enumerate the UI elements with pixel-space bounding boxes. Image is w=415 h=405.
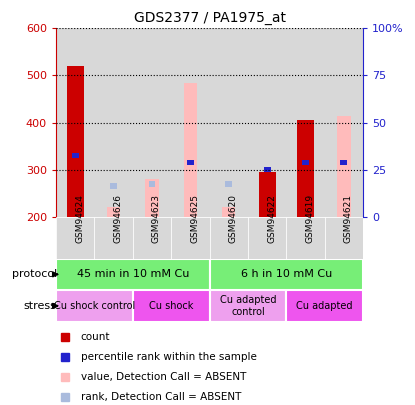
Bar [107, 207, 120, 217]
Bar [149, 181, 156, 187]
Bar [337, 116, 351, 217]
Text: Cu adapted
control: Cu adapted control [220, 295, 276, 317]
Bar [286, 217, 325, 259]
Bar [259, 172, 276, 217]
Text: count: count [81, 332, 110, 342]
Bar [66, 66, 84, 217]
Bar [225, 181, 232, 187]
Bar [95, 217, 133, 259]
Text: GSM94619: GSM94619 [305, 194, 315, 243]
Bar [171, 28, 210, 217]
Bar [187, 160, 194, 165]
Text: GSM94625: GSM94625 [190, 194, 199, 243]
Bar [145, 179, 159, 217]
Text: GSM94620: GSM94620 [229, 194, 238, 243]
Text: stress: stress [24, 301, 57, 311]
Text: 6 h in 10 mM Cu: 6 h in 10 mM Cu [241, 269, 332, 279]
Bar [248, 217, 286, 259]
Bar [110, 183, 117, 189]
Text: Cu adapted: Cu adapted [296, 301, 353, 311]
Bar [302, 160, 309, 165]
Title: GDS2377 / PA1975_at: GDS2377 / PA1975_at [134, 11, 286, 25]
Bar [222, 207, 235, 217]
Bar [56, 217, 95, 259]
Bar [264, 167, 271, 173]
Bar [210, 259, 363, 290]
Bar [210, 28, 248, 217]
Bar [72, 153, 79, 158]
Bar [171, 217, 210, 259]
Bar [56, 28, 95, 217]
Bar [297, 120, 314, 217]
Bar [95, 28, 133, 217]
Bar [286, 290, 363, 322]
Text: GSM94624: GSM94624 [75, 194, 84, 243]
Text: Cu shock control: Cu shock control [54, 301, 135, 311]
Text: value, Detection Call = ABSENT: value, Detection Call = ABSENT [81, 372, 246, 382]
Bar [210, 217, 248, 259]
Bar [56, 259, 210, 290]
Bar [340, 160, 347, 165]
Bar [133, 290, 210, 322]
Bar [184, 83, 197, 217]
Bar [286, 28, 325, 217]
Bar [133, 217, 171, 259]
Bar [325, 217, 363, 259]
Text: rank, Detection Call = ABSENT: rank, Detection Call = ABSENT [81, 392, 241, 402]
Bar [325, 28, 363, 217]
Text: GSM94621: GSM94621 [344, 194, 353, 243]
Text: GSM94626: GSM94626 [114, 194, 122, 243]
Text: GSM94623: GSM94623 [152, 194, 161, 243]
Bar [210, 290, 286, 322]
Bar [133, 28, 171, 217]
Text: 45 min in 10 mM Cu: 45 min in 10 mM Cu [77, 269, 189, 279]
Text: GSM94622: GSM94622 [267, 194, 276, 243]
Text: Cu shock: Cu shock [149, 301, 193, 311]
Text: protocol: protocol [12, 269, 57, 279]
Text: percentile rank within the sample: percentile rank within the sample [81, 352, 256, 362]
Bar [248, 28, 286, 217]
Bar [56, 290, 133, 322]
